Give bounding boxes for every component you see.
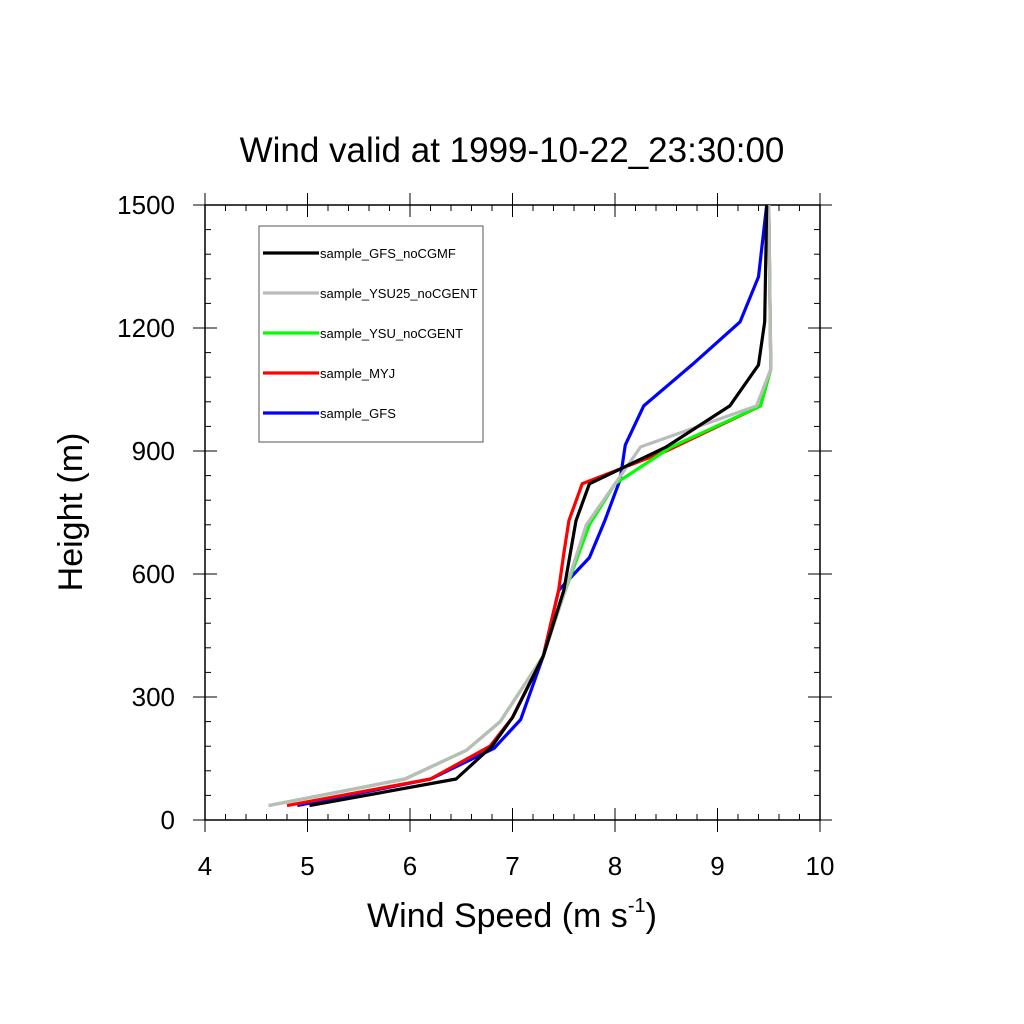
x-axis-label-close: ): [646, 897, 657, 935]
series-layer: [268, 204, 773, 808]
legend-label: sample_MYJ: [320, 366, 395, 381]
y-tick-label: 0: [161, 805, 175, 835]
y-axis-label: Height (m): [52, 433, 90, 592]
x-tick-label: 8: [608, 851, 622, 881]
x-tick-label: 4: [198, 851, 212, 881]
y-tick-label: 1200: [117, 313, 175, 343]
legend-label: sample_GFS_noCGMF: [320, 246, 456, 261]
x-tick-label: 9: [710, 851, 724, 881]
legend: sample_GFS_noCGMF sample_YSU25_noCGENTsam…: [258, 225, 484, 443]
x-axis-label: Wind Speed (m s-1): [367, 895, 657, 935]
x-tick-label: 5: [300, 851, 314, 881]
y-tick-label: 900: [132, 436, 175, 466]
series-line: [296, 204, 769, 808]
legend-label: sample_YSU_noCGENT: [320, 326, 463, 341]
x-tick-label: 7: [505, 851, 519, 881]
tick-layer: 4 5 6 7 8 9 10 0 300 600 900 1200 1500: [117, 190, 834, 881]
x-axis-label-main: Wind Speed (m s: [367, 897, 628, 935]
legend-label: sample_YSU25_noCGENT: [320, 286, 478, 301]
chart-title: Wind valid at 1999-10-22_23:30:00: [240, 131, 785, 170]
x-axis-label-exponent: -1: [628, 895, 646, 917]
y-tick-label: 600: [132, 559, 175, 589]
series-line: [268, 204, 773, 808]
x-tick-label: 6: [403, 851, 417, 881]
x-tick-label: 10: [806, 851, 835, 881]
legend-label: sample_GFS: [320, 406, 396, 421]
y-tick-label: 300: [132, 682, 175, 712]
y-tick-label: 1500: [117, 190, 175, 220]
series-line: [309, 204, 769, 808]
